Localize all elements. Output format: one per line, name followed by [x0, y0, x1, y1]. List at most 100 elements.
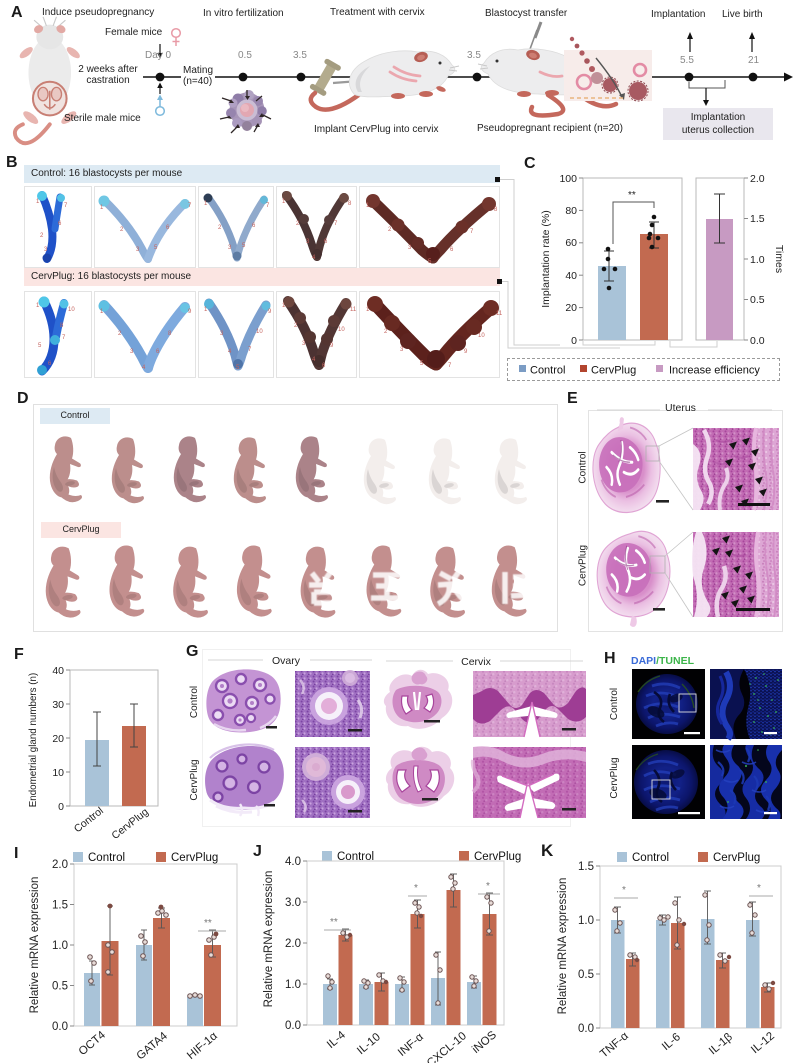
- svg-text:0.0: 0.0: [285, 1020, 301, 1032]
- svg-text:4: 4: [142, 365, 146, 371]
- svg-text:**: **: [204, 918, 212, 929]
- svg-text:11: 11: [350, 307, 357, 313]
- svg-text:10: 10: [52, 767, 64, 779]
- svg-text:1: 1: [204, 307, 208, 313]
- svg-text:0.0: 0.0: [52, 1021, 68, 1033]
- svg-text:Control: Control: [609, 688, 620, 720]
- svg-text:3: 3: [130, 349, 134, 355]
- svg-text:5: 5: [38, 343, 42, 349]
- svg-text:9: 9: [188, 309, 192, 315]
- svg-text:CXCL-10: CXCL-10: [425, 1030, 469, 1063]
- svg-text:9: 9: [330, 343, 334, 349]
- svg-text:3: 3: [228, 245, 232, 251]
- svg-text:8: 8: [348, 201, 352, 207]
- svg-text:5: 5: [242, 243, 246, 249]
- svg-text:IL-12: IL-12: [749, 1030, 777, 1056]
- svg-text:40: 40: [565, 270, 577, 282]
- svg-text:IL-6: IL-6: [660, 1031, 683, 1053]
- svg-text:**: **: [628, 190, 636, 201]
- svg-text:1: 1: [282, 199, 286, 205]
- svg-text:0.5: 0.5: [52, 981, 68, 993]
- svg-text:Relative mRNA expression: Relative mRNA expression: [557, 878, 569, 1015]
- svg-text:1.0: 1.0: [285, 979, 301, 991]
- svg-text:0.0: 0.0: [578, 1023, 594, 1035]
- svg-text:Control: Control: [72, 805, 106, 835]
- svg-text:3: 3: [220, 331, 224, 337]
- svg-text:6: 6: [450, 247, 454, 253]
- svg-text:Relative mRNA expression: Relative mRNA expression: [29, 877, 41, 1014]
- svg-text:2: 2: [218, 225, 222, 231]
- svg-text:3: 3: [306, 239, 310, 245]
- svg-text:7: 7: [248, 347, 252, 353]
- svg-text:INF-α: INF-α: [396, 1031, 426, 1059]
- svg-text:5: 5: [154, 245, 158, 251]
- svg-text:1: 1: [100, 309, 104, 315]
- svg-text:IL-1β: IL-1β: [707, 1031, 735, 1057]
- svg-text:5: 5: [428, 259, 432, 265]
- svg-text:4: 4: [312, 255, 316, 261]
- svg-text:9: 9: [268, 309, 272, 315]
- svg-text:0.0: 0.0: [750, 335, 765, 347]
- svg-text:6: 6: [322, 363, 326, 369]
- svg-text:Increase efficiency: Increase efficiency: [669, 365, 760, 377]
- svg-text:Control: Control: [337, 851, 374, 863]
- svg-text:CervPlug: CervPlug: [713, 852, 760, 864]
- svg-text:iNOS: iNOS: [470, 1029, 499, 1056]
- svg-text:6: 6: [166, 225, 170, 231]
- svg-text:Relative mRNA expression: Relative mRNA expression: [263, 871, 275, 1008]
- svg-text:9: 9: [464, 349, 468, 355]
- svg-text:6: 6: [252, 223, 256, 229]
- svg-text:6: 6: [324, 239, 328, 245]
- svg-text:10: 10: [68, 307, 75, 313]
- svg-text:1: 1: [36, 199, 40, 205]
- svg-text:CervPlug: CervPlug: [609, 757, 620, 798]
- svg-text:2: 2: [120, 227, 124, 233]
- svg-text:30: 30: [52, 699, 64, 711]
- svg-text:40: 40: [52, 665, 64, 677]
- svg-text:DAPI/TUNEL: DAPI/TUNEL: [631, 655, 695, 667]
- svg-text:20: 20: [52, 733, 64, 745]
- svg-text:7: 7: [266, 203, 270, 209]
- svg-text:1.5: 1.5: [52, 900, 68, 912]
- svg-text:1: 1: [100, 205, 104, 211]
- svg-text:*: *: [414, 883, 418, 894]
- svg-text:7: 7: [334, 221, 338, 227]
- svg-text:4: 4: [312, 357, 316, 363]
- svg-text:Control: Control: [88, 852, 125, 864]
- svg-text:Times: Times: [773, 245, 785, 273]
- svg-text:1: 1: [36, 303, 40, 309]
- svg-text:2.0: 2.0: [285, 938, 301, 950]
- svg-text:1: 1: [366, 203, 370, 209]
- svg-text:1: 1: [282, 303, 286, 309]
- svg-text:2: 2: [294, 323, 298, 329]
- svg-text:Endometrial gland numbers (n): Endometrial gland numbers (n): [28, 673, 39, 808]
- svg-text:CervPlug: CervPlug: [171, 852, 218, 864]
- svg-text:Control: Control: [530, 365, 565, 377]
- svg-text:**: **: [330, 917, 338, 928]
- svg-text:6: 6: [48, 361, 52, 367]
- svg-text:80: 80: [565, 205, 577, 217]
- svg-text:2: 2: [118, 331, 122, 337]
- svg-text:*: *: [757, 883, 761, 894]
- svg-text:2: 2: [384, 329, 388, 335]
- svg-text:4: 4: [228, 349, 232, 355]
- svg-text:1: 1: [204, 201, 208, 207]
- svg-text:10: 10: [478, 333, 485, 339]
- svg-text:7: 7: [64, 203, 68, 209]
- svg-text:7: 7: [448, 363, 452, 369]
- svg-text:1: 1: [366, 307, 370, 313]
- svg-text:2: 2: [296, 221, 300, 227]
- svg-text:Control: Control: [632, 852, 669, 864]
- svg-text:10: 10: [338, 327, 345, 333]
- svg-text:1.0: 1.0: [52, 940, 68, 952]
- svg-text:CervPlug: CervPlug: [109, 806, 151, 842]
- svg-text:4.0: 4.0: [285, 856, 301, 868]
- svg-text:60: 60: [565, 237, 577, 249]
- svg-text:GATA4: GATA4: [135, 1030, 171, 1063]
- svg-text:11: 11: [496, 311, 503, 317]
- svg-text:Control: Control: [189, 686, 200, 718]
- svg-text:8: 8: [60, 323, 64, 329]
- svg-text:7: 7: [188, 203, 192, 209]
- svg-text:*: *: [622, 885, 626, 896]
- svg-text:Implantation rate (%): Implantation rate (%): [540, 210, 552, 307]
